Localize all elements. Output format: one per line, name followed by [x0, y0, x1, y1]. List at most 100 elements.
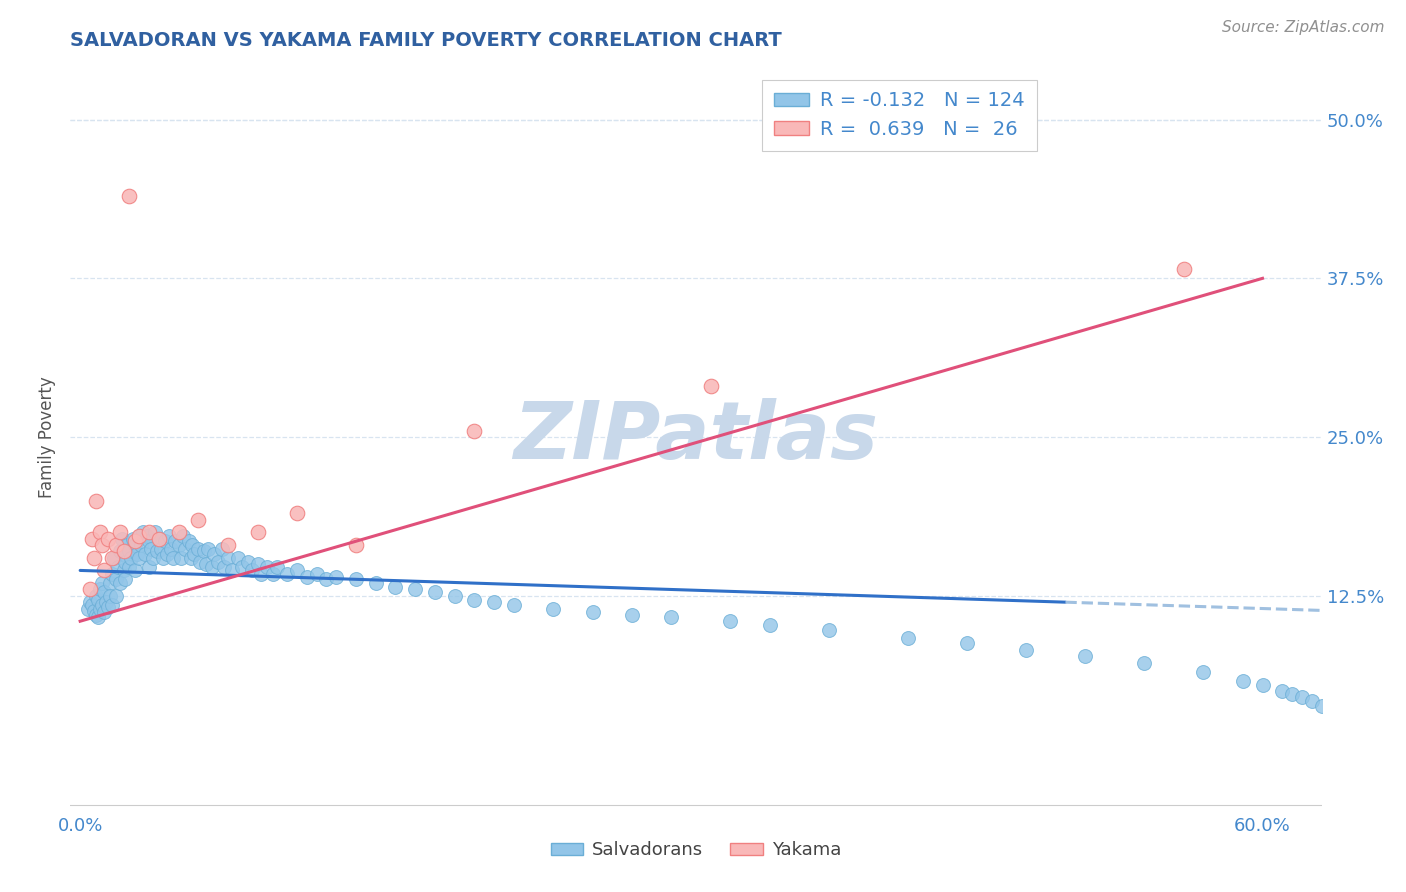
Point [177, 534, 200, 549]
Point [443, 589, 465, 603]
Point [112, 547, 135, 561]
Point [93, 585, 115, 599]
Point [897, 631, 920, 645]
Point [118, 544, 141, 558]
Point [104, 572, 127, 586]
Point [1291, 690, 1313, 705]
Point [173, 541, 195, 556]
Point [118, 188, 141, 202]
Point [285, 506, 308, 520]
Point [463, 424, 485, 438]
Point [129, 538, 152, 552]
Point [118, 559, 141, 574]
Point [169, 550, 191, 565]
Point [285, 563, 308, 577]
Point [83, 604, 105, 618]
Point [134, 547, 156, 561]
Point [152, 550, 174, 565]
Point [138, 559, 160, 574]
Point [128, 529, 150, 543]
Point [256, 559, 278, 574]
Point [114, 572, 136, 586]
Point [195, 557, 218, 571]
Point [90, 598, 112, 612]
Point [148, 532, 170, 546]
Point [94, 595, 117, 609]
Point [100, 567, 122, 582]
Point [305, 567, 328, 582]
Point [84, 493, 107, 508]
Point [423, 585, 446, 599]
Point [156, 547, 179, 561]
Point [138, 534, 160, 549]
Point [79, 582, 101, 597]
Point [620, 607, 643, 622]
Point [112, 544, 135, 558]
Point [167, 525, 190, 540]
Point [149, 541, 172, 556]
Point [124, 563, 146, 577]
Point [344, 572, 367, 586]
Point [136, 529, 159, 543]
Point [1251, 678, 1274, 692]
Point [159, 541, 181, 556]
Point [108, 576, 131, 591]
Point [193, 544, 215, 558]
Point [143, 525, 166, 540]
Point [87, 592, 110, 607]
Point [93, 563, 115, 577]
Y-axis label: Family Poverty: Family Poverty [38, 376, 56, 498]
Point [108, 544, 131, 558]
Point [720, 614, 742, 628]
Point [97, 600, 120, 615]
Point [246, 557, 269, 571]
Point [90, 576, 112, 591]
Point [187, 513, 209, 527]
Legend: Salvadorans, Yakama: Salvadorans, Yakama [544, 834, 848, 866]
Point [80, 532, 103, 546]
Point [162, 550, 184, 565]
Point [179, 550, 201, 565]
Point [231, 559, 253, 574]
Point [122, 532, 145, 546]
Point [83, 550, 105, 565]
Text: Source: ZipAtlas.com: Source: ZipAtlas.com [1222, 20, 1385, 35]
Point [1015, 643, 1038, 657]
Point [87, 610, 110, 624]
Point [240, 563, 263, 577]
Point [114, 555, 136, 569]
Point [132, 525, 155, 540]
Point [120, 550, 142, 565]
Point [90, 538, 112, 552]
Point [236, 555, 259, 569]
Point [315, 572, 337, 586]
Point [139, 541, 162, 556]
Point [89, 601, 111, 615]
Point [384, 580, 406, 594]
Point [202, 547, 225, 561]
Point [93, 605, 115, 619]
Text: ZIPatlas: ZIPatlas [513, 398, 879, 476]
Point [482, 595, 505, 609]
Point [221, 563, 243, 577]
Point [128, 529, 150, 543]
Point [79, 595, 101, 609]
Point [108, 525, 131, 540]
Point [148, 532, 170, 546]
Point [295, 570, 318, 584]
Point [207, 555, 229, 569]
Point [404, 582, 426, 597]
Point [818, 623, 841, 637]
Point [1310, 699, 1333, 714]
Point [124, 534, 146, 549]
Point [325, 570, 347, 584]
Point [1173, 262, 1195, 277]
Point [344, 538, 367, 552]
Point [142, 550, 165, 565]
Point [226, 550, 249, 565]
Text: SALVADORAN VS YAKAMA FAMILY POVERTY CORRELATION CHART: SALVADORAN VS YAKAMA FAMILY POVERTY CORR… [70, 30, 782, 50]
Point [659, 610, 682, 624]
Point [103, 550, 125, 565]
Point [187, 541, 209, 556]
Point [98, 589, 121, 603]
